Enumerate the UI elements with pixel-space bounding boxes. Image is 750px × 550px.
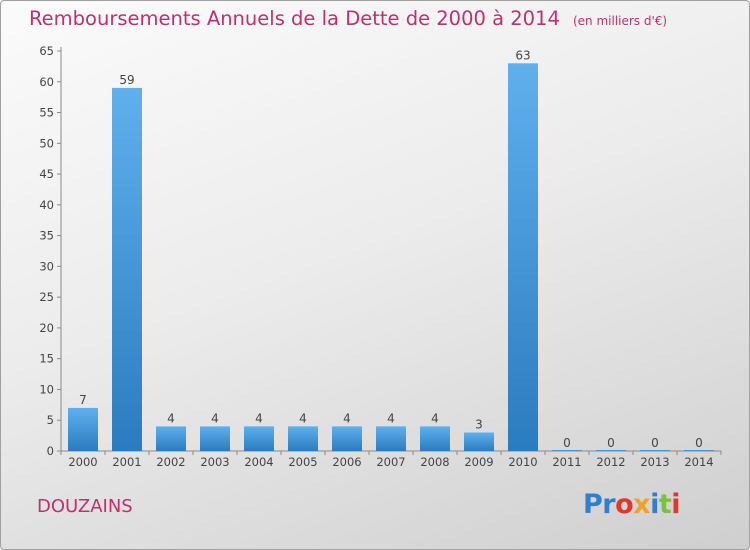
bar-value-label: 4 [343,411,351,425]
x-tick-label: 2014 [684,455,713,469]
bar-value-label: 3 [475,418,483,432]
logo-part: x [633,489,651,520]
x-tick-label: 2007 [376,455,405,469]
logo-part: Pr [583,489,616,520]
bar-value-label: 0 [651,436,659,450]
chart-title: Remboursements Annuels de la Dette de 20… [29,7,560,30]
bar [156,426,186,451]
bar [376,426,406,451]
bar [596,450,626,451]
bar-value-label: 4 [167,411,175,425]
bar [684,450,714,451]
bar-value-label: 59 [119,73,134,87]
x-tick-label: 2009 [464,455,493,469]
y-tick-label: 5 [47,413,54,427]
bar-value-label: 7 [79,393,87,407]
x-tick-label: 2001 [112,455,141,469]
x-tick-label: 2000 [68,455,97,469]
bar-value-label: 4 [211,411,219,425]
x-tick-label: 2002 [156,455,185,469]
data-labels: 7 59 4 4 4 4 4 4 4 3 63 0 0 0 0 [79,48,703,450]
town-label: DOUZAINS [37,496,133,517]
y-tick-label: 40 [39,198,54,212]
bar [112,87,142,451]
bar-value-label: 0 [563,436,571,450]
y-tick-label: 0 [47,444,54,458]
bars [68,63,714,452]
bar [332,426,362,451]
y-tick-label: 60 [39,75,54,89]
bar-value-label: 0 [695,436,703,450]
y-tick-label: 45 [39,167,54,181]
y-tick-label: 50 [39,136,54,150]
bar-value-label: 4 [387,411,395,425]
logo-part: o [615,489,634,520]
bar-value-label: 0 [607,436,615,450]
logo-part: i [650,489,659,520]
y-tick-label: 65 [39,44,54,58]
bar [552,450,582,451]
title-row: Remboursements Annuels de la Dette de 20… [29,7,667,30]
y-tick-label: 35 [39,229,54,243]
x-tick-label: 2003 [200,455,229,469]
bar [640,450,670,451]
x-tick-label: 2011 [552,455,581,469]
bar [508,63,538,452]
chart-subtitle: (en milliers d'€) [572,14,668,28]
bar [420,426,450,451]
bar [464,432,494,451]
x-tick-label: 2005 [288,455,317,469]
x-tick-label: 2010 [508,455,537,469]
x-tick-label: 2008 [420,455,449,469]
y-tick-label: 25 [39,290,54,304]
y-tick-label: 10 [39,382,54,396]
x-tick-label: 2012 [596,455,625,469]
bar-value-label: 4 [431,411,439,425]
bar [288,426,318,451]
bar-value-label: 63 [515,48,530,62]
logo-part: i [671,489,681,520]
bar-value-label: 4 [299,411,307,425]
proxiti-logo: Proxiti [583,489,681,520]
y-tick-label: 55 [39,106,54,120]
y-tick-label: 20 [39,321,54,335]
x-tick-label: 2013 [640,455,669,469]
bar-value-label: 4 [255,411,263,425]
bar [68,407,98,451]
x-tick-label: 2006 [332,455,361,469]
y-tick-label: 30 [39,259,54,273]
y-tick-label: 15 [39,352,54,366]
logo-part: t [658,489,672,520]
x-tick-label: 2004 [244,455,273,469]
bar [200,426,230,451]
bar [244,426,274,451]
